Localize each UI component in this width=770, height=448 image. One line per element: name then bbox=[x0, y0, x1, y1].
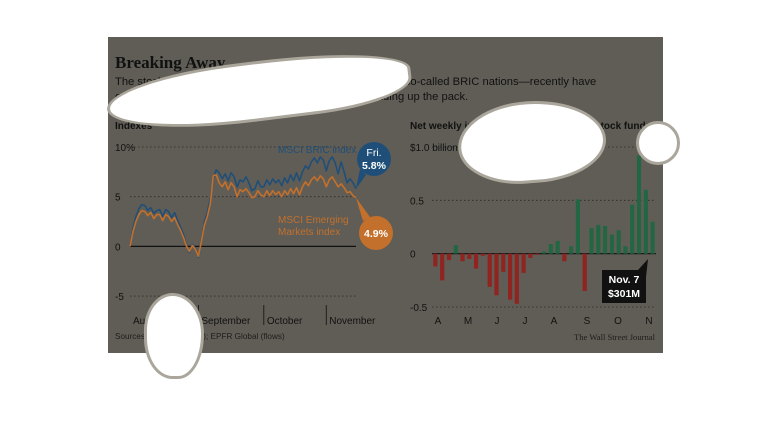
right-x-tick-label: N bbox=[645, 316, 652, 327]
inflow-bar bbox=[575, 199, 580, 254]
inflow-bar bbox=[623, 246, 628, 254]
inflow-bar bbox=[474, 253, 479, 269]
emerging-callout-value: 4.9% bbox=[364, 228, 389, 240]
inflow-bar bbox=[501, 253, 506, 272]
inflow-bar bbox=[467, 253, 472, 259]
left-y-tick-label: 5 bbox=[115, 193, 121, 204]
inflow-callout-pointer bbox=[638, 259, 648, 277]
bric-index-line bbox=[129, 156, 357, 259]
inflow-bar bbox=[460, 253, 465, 262]
inflow-bar bbox=[636, 155, 642, 254]
right-y-tick-label: $1.0 billion bbox=[410, 143, 458, 154]
inflow-bar bbox=[508, 253, 513, 300]
left-panel-title: Indexes bbox=[115, 121, 153, 132]
left-y-tick-label: 0 bbox=[115, 242, 121, 253]
inflow-bar bbox=[528, 253, 533, 258]
chart-figure: -50510%AugustSeptemberOctoberNovemberMSC… bbox=[103, 37, 680, 379]
chart-title: Breaking Away bbox=[115, 53, 226, 72]
inflow-bar bbox=[616, 230, 621, 254]
redaction-blob-edge bbox=[636, 121, 680, 165]
inflow-bar bbox=[494, 253, 499, 296]
inflow-callout-date: Nov. 7 bbox=[609, 274, 640, 286]
right-y-tick-label: 0 bbox=[410, 250, 416, 261]
right-x-tick-label: A bbox=[435, 316, 442, 327]
right-x-tick-label: J bbox=[495, 316, 500, 327]
inflow-bar bbox=[548, 244, 553, 254]
inflow-bar bbox=[603, 225, 608, 254]
redaction-blob-bottom bbox=[144, 293, 204, 379]
inflow-bar bbox=[596, 224, 601, 254]
chart-canvas: -50510%AugustSeptemberOctoberNovemberMSC… bbox=[115, 142, 656, 327]
bric-callout-value: 5.8% bbox=[362, 160, 387, 172]
inflow-bar bbox=[589, 228, 594, 254]
inflow-bar bbox=[440, 253, 445, 281]
emerging-callout-circle bbox=[359, 216, 393, 250]
inflow-bar bbox=[487, 253, 492, 287]
inflow-bar bbox=[521, 253, 526, 273]
inflow-bar bbox=[480, 253, 485, 256]
emerging-callout-pointer bbox=[356, 197, 370, 221]
inflow-bar bbox=[446, 253, 452, 261]
inflow-bar bbox=[569, 246, 574, 254]
emerging-markets-line bbox=[129, 174, 357, 258]
inflow-bar bbox=[650, 221, 655, 254]
right-x-tick-label: J bbox=[523, 316, 528, 327]
inflow-callout-value: $301M bbox=[608, 288, 640, 300]
inflow-bar bbox=[630, 204, 635, 254]
emerging-series-label: MSCI Emerging bbox=[278, 215, 349, 226]
inflow-bar bbox=[514, 253, 519, 304]
left-x-tick-label: September bbox=[201, 316, 251, 327]
inflow-bar bbox=[562, 253, 567, 262]
inflow-bar bbox=[582, 253, 587, 291]
right-y-tick-label: -0.5 bbox=[410, 303, 428, 314]
right-x-tick-label: S bbox=[584, 316, 591, 327]
bric-callout-circle bbox=[357, 142, 391, 176]
right-x-tick-label: A bbox=[551, 316, 558, 327]
left-x-tick-label: November bbox=[329, 316, 376, 327]
inflow-bar bbox=[541, 251, 547, 254]
left-y-tick-label: -5 bbox=[115, 292, 124, 303]
bric-series-label: MSCI BRIC index bbox=[278, 145, 356, 156]
right-y-tick-label: 0.5 bbox=[410, 196, 424, 207]
inflow-callout-box bbox=[602, 270, 646, 303]
right-x-tick-label: M bbox=[464, 316, 472, 327]
left-y-tick-label: 10% bbox=[115, 143, 135, 154]
bric-callout-pointer bbox=[356, 169, 366, 189]
emerging-series-label-line2: Markets index bbox=[278, 227, 340, 238]
right-x-tick-label: O bbox=[614, 316, 622, 327]
bric-callout-day: Fri. bbox=[366, 147, 381, 159]
left-x-tick-label: October bbox=[267, 316, 303, 327]
inflow-bar bbox=[555, 240, 560, 254]
publisher-credit: The Wall Street Journal bbox=[573, 332, 655, 342]
inflow-bar bbox=[535, 253, 540, 255]
inflow-bar bbox=[643, 189, 648, 254]
inflow-bar bbox=[433, 253, 438, 267]
inflow-bar bbox=[453, 245, 458, 254]
inflow-bar bbox=[609, 234, 614, 254]
